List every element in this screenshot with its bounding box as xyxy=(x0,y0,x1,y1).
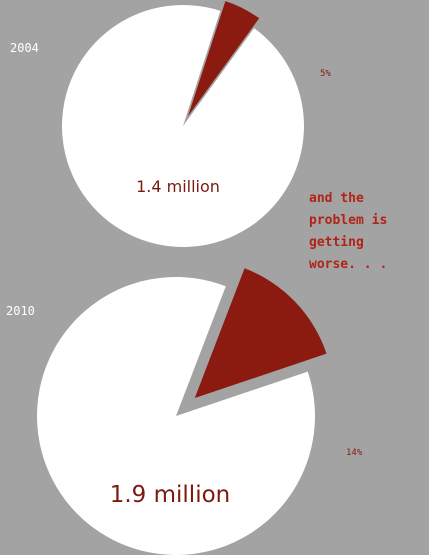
annotation-line: getting xyxy=(309,235,364,250)
pie-chart-2010: 2010 14% 1.9 million xyxy=(6,268,363,555)
annotation-text: and the problem is getting worse. . . xyxy=(309,188,429,276)
annotation-line: worse. . . xyxy=(309,257,388,272)
year-label-2010: 2010 xyxy=(6,304,35,318)
total-label-2010: 1.9 million xyxy=(110,482,231,508)
year-label-2004: 2004 xyxy=(10,41,39,55)
slice-label-2010: 14% xyxy=(346,448,363,458)
pie-slice-2004-highlight xyxy=(187,1,260,117)
annotation-line: problem is xyxy=(309,213,388,228)
total-label-2004: 1.4 million xyxy=(136,177,220,196)
pie-slice-2010-highlight xyxy=(194,268,327,399)
pie-chart-2004: 2004 5% 1.4 million xyxy=(10,1,331,247)
pie-slice-2010-rest xyxy=(37,276,316,555)
slice-label-2004: 5% xyxy=(320,69,331,79)
annotation-line: and the xyxy=(309,191,364,206)
pie-slice-2004-rest xyxy=(61,4,304,247)
